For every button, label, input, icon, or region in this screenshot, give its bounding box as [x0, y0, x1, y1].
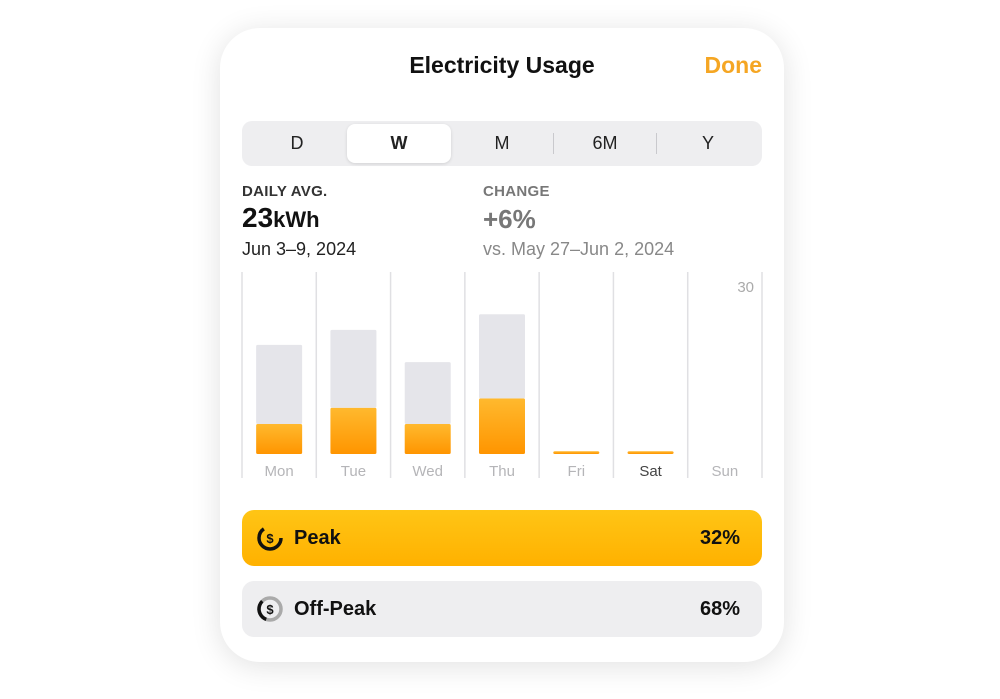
bar-segment [627, 451, 674, 454]
bar-segment [404, 423, 451, 454]
bar-segment [479, 314, 525, 399]
bar-segment [330, 407, 377, 454]
comparison: vs. May 27–Jun 2, 2024 [483, 239, 675, 259]
segment[interactable]: W [390, 133, 408, 153]
bar-segment [404, 362, 451, 424]
daily-avg: 23kWh [242, 202, 320, 234]
peak-icon: $ [257, 525, 283, 551]
x-tick-label: Sun [712, 463, 739, 480]
svg-text:$: $ [266, 531, 274, 546]
peak-label: Peak [294, 527, 341, 549]
off-peak-label: Off-Peak [294, 598, 377, 620]
done-button[interactable]: Done [704, 52, 763, 78]
date-range: Jun 3–9, 2024 [242, 239, 357, 259]
off-peak-row[interactable]: $ Off-Peak 68% [242, 581, 762, 637]
peak-value: 32% [699, 527, 740, 549]
change-value: +6% [483, 204, 536, 234]
daily-avg-unit: kWh [273, 207, 320, 232]
segmented-control: D W M 6M Y [242, 121, 762, 166]
bar-segment [330, 329, 377, 408]
x-tick-label: Fri [568, 463, 586, 480]
svg-text:$: $ [266, 602, 274, 617]
daily-avg-label: DAILY AVG. [242, 183, 328, 200]
x-tick-label: Thu [489, 463, 515, 480]
bar-segment [256, 344, 303, 424]
change-label: CHANGE [483, 183, 550, 200]
title: Electricity Usage [409, 52, 595, 78]
x-tick-label: Wed [412, 463, 443, 480]
segment[interactable]: Y [701, 133, 714, 153]
bar-segment [553, 451, 600, 454]
bar-segment [479, 398, 525, 454]
segment[interactable]: 6M [592, 133, 618, 153]
selected-segment [347, 124, 451, 163]
x-tick-label: Mon [265, 463, 294, 480]
separator [656, 133, 657, 154]
peak-row[interactable]: $ Peak 32% [242, 510, 762, 566]
x-tick-label: Tue [341, 463, 366, 480]
separator [553, 133, 554, 154]
off-peak-value: 68% [699, 598, 740, 620]
y-tick-label: 30 [737, 279, 754, 296]
x-tick-label: Sat [639, 463, 662, 480]
segment[interactable]: D [290, 133, 304, 153]
bar-segment [256, 423, 303, 454]
daily-avg-value: 23 [242, 202, 274, 233]
usage-card: Electricity Usage Done D W M 6M Y DAILY … [220, 28, 784, 662]
off-peak-icon: $ [257, 596, 283, 622]
segment[interactable]: M [494, 133, 510, 153]
